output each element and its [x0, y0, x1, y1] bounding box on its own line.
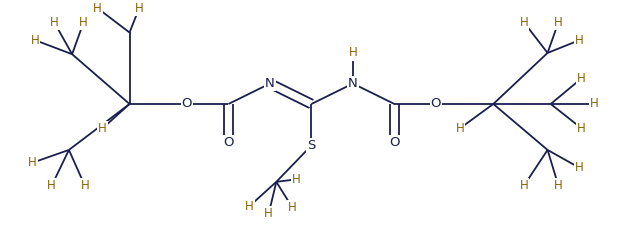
Text: H: H — [79, 16, 88, 29]
Text: H: H — [288, 201, 297, 214]
Text: H: H — [28, 156, 37, 169]
Text: H: H — [349, 46, 358, 60]
Text: H: H — [519, 16, 528, 29]
Text: H: H — [265, 207, 273, 220]
Text: O: O — [389, 136, 399, 149]
Text: H: H — [575, 161, 584, 174]
Text: O: O — [182, 98, 192, 110]
Text: H: H — [292, 173, 301, 186]
Text: H: H — [590, 98, 598, 110]
Text: H: H — [554, 179, 563, 192]
Text: H: H — [456, 122, 465, 135]
Text: H: H — [519, 179, 528, 192]
Text: H: H — [80, 179, 89, 192]
Text: H: H — [31, 34, 39, 47]
Text: H: H — [577, 72, 586, 85]
Text: H: H — [554, 16, 563, 29]
Text: H: H — [48, 179, 56, 192]
Text: H: H — [98, 122, 107, 135]
Text: O: O — [223, 136, 234, 149]
Text: O: O — [431, 98, 441, 110]
Text: H: H — [577, 122, 586, 135]
Text: S: S — [308, 139, 316, 152]
Text: H: H — [50, 16, 58, 29]
Text: H: H — [245, 200, 254, 213]
Text: H: H — [575, 34, 584, 47]
Text: N: N — [265, 77, 275, 90]
Text: H: H — [135, 2, 144, 15]
Text: H: H — [93, 2, 102, 15]
Text: N: N — [348, 77, 358, 90]
